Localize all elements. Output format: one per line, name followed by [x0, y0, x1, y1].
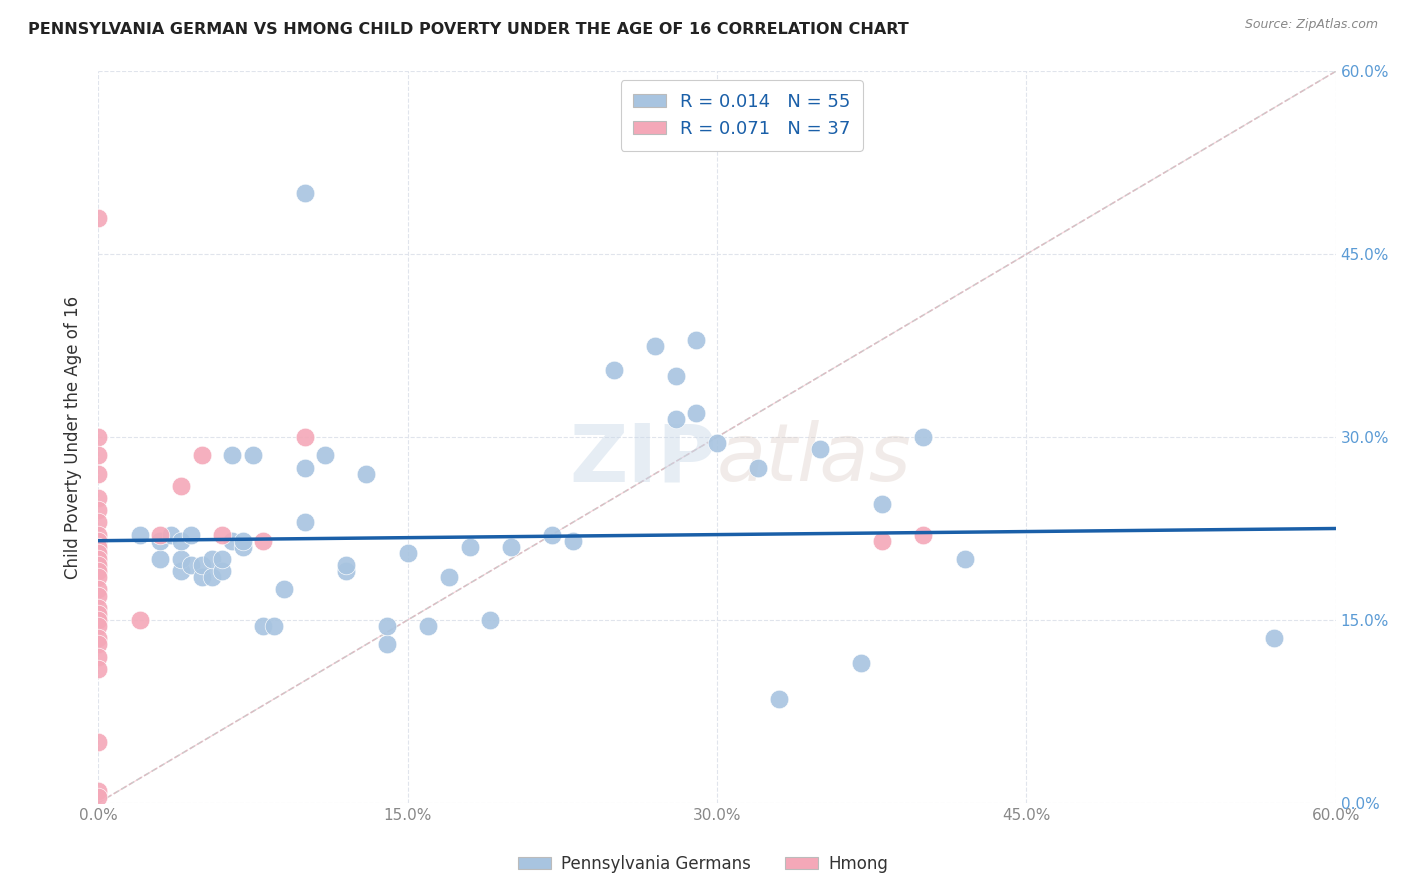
Point: [87, 558, 110, 573]
Point: [665, 412, 688, 426]
Point: [870, 497, 893, 511]
Point: [294, 460, 316, 475]
Point: [870, 533, 893, 548]
Point: [375, 637, 398, 651]
Point: [221, 533, 243, 548]
Point: [294, 186, 316, 201]
Point: [1263, 632, 1285, 646]
Point: [128, 527, 150, 541]
Point: [87, 600, 110, 615]
Point: [232, 540, 254, 554]
Point: [87, 533, 110, 548]
Point: [87, 735, 110, 749]
Point: [87, 211, 110, 225]
Text: Source: ZipAtlas.com: Source: ZipAtlas.com: [1244, 18, 1378, 31]
Point: [190, 570, 212, 584]
Point: [252, 533, 274, 548]
Point: [851, 656, 873, 670]
Point: [87, 632, 110, 646]
Point: [87, 552, 110, 566]
Point: [242, 449, 264, 463]
Point: [87, 564, 110, 578]
Point: [190, 558, 212, 573]
Point: [221, 449, 243, 463]
Point: [808, 442, 831, 457]
Legend: Pennsylvania Germans, Hmong: Pennsylvania Germans, Hmong: [512, 848, 894, 880]
Point: [170, 552, 193, 566]
Point: [768, 692, 790, 706]
Point: [211, 552, 233, 566]
Point: [211, 564, 233, 578]
Point: [149, 533, 172, 548]
Point: [335, 558, 357, 573]
Point: [201, 552, 224, 566]
Point: [375, 619, 398, 633]
Point: [87, 570, 110, 584]
Point: [211, 527, 233, 541]
Point: [170, 564, 193, 578]
Point: [499, 540, 522, 554]
Point: [180, 527, 202, 541]
Point: [87, 589, 110, 603]
Point: [912, 430, 935, 444]
Point: [561, 533, 583, 548]
Text: atlas: atlas: [717, 420, 912, 498]
Point: [87, 430, 110, 444]
Point: [201, 570, 224, 584]
Point: [953, 552, 976, 566]
Point: [87, 546, 110, 560]
Point: [685, 406, 707, 420]
Point: [273, 582, 295, 597]
Point: [418, 619, 440, 633]
Point: [263, 619, 285, 633]
Point: [644, 338, 666, 352]
Point: [87, 662, 110, 676]
Point: [87, 540, 110, 554]
Point: [437, 570, 460, 584]
Point: [706, 436, 728, 450]
Text: ZIP: ZIP: [569, 420, 717, 498]
Point: [458, 540, 481, 554]
Point: [87, 607, 110, 621]
Point: [159, 527, 181, 541]
Point: [87, 491, 110, 505]
Point: [170, 533, 193, 548]
Point: [87, 783, 110, 797]
Point: [912, 527, 935, 541]
Y-axis label: Child Poverty Under the Age of 16: Child Poverty Under the Age of 16: [65, 295, 83, 579]
Point: [190, 449, 212, 463]
Point: [665, 369, 688, 384]
Point: [180, 558, 202, 573]
Point: [335, 564, 357, 578]
Point: [87, 613, 110, 627]
Point: [87, 619, 110, 633]
Point: [149, 552, 172, 566]
Point: [149, 527, 172, 541]
Point: [87, 637, 110, 651]
Point: [87, 649, 110, 664]
Point: [87, 516, 110, 530]
Point: [479, 613, 502, 627]
Point: [87, 503, 110, 517]
Point: [87, 449, 110, 463]
Point: [87, 582, 110, 597]
Point: [685, 333, 707, 347]
Point: [87, 789, 110, 804]
Point: [170, 479, 193, 493]
Point: [314, 449, 336, 463]
Legend: R = 0.014   N = 55, R = 0.071   N = 37: R = 0.014 N = 55, R = 0.071 N = 37: [620, 80, 863, 151]
Point: [747, 460, 769, 475]
Point: [128, 613, 150, 627]
Point: [603, 363, 626, 377]
Point: [87, 467, 110, 481]
Point: [396, 546, 419, 560]
Point: [541, 527, 564, 541]
Point: [232, 533, 254, 548]
Text: PENNSYLVANIA GERMAN VS HMONG CHILD POVERTY UNDER THE AGE OF 16 CORRELATION CHART: PENNSYLVANIA GERMAN VS HMONG CHILD POVER…: [28, 22, 908, 37]
Point: [252, 619, 274, 633]
Point: [356, 467, 378, 481]
Point: [87, 527, 110, 541]
Point: [294, 516, 316, 530]
Point: [294, 430, 316, 444]
